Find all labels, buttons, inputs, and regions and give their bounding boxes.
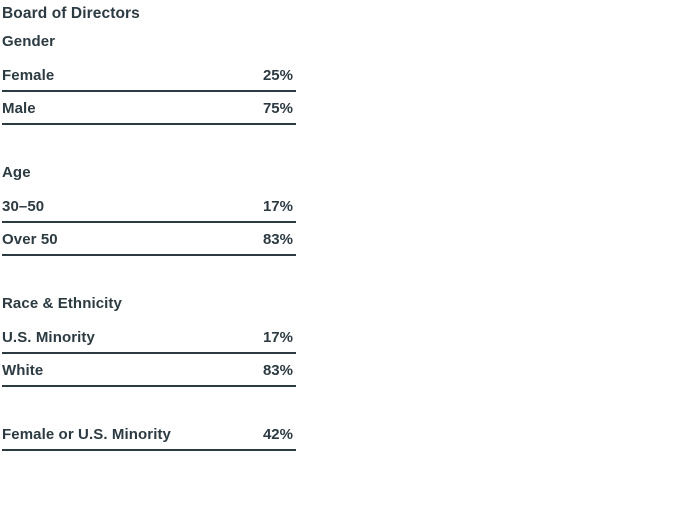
page-title: Board of Directors [2,5,140,22]
row-value: 83% [262,362,293,379]
section-gender: Gender Female 25% Male 75% [2,32,296,125]
table-row: Over 50 83% [2,223,296,256]
table-row: Female or U.S. Minority 42% [2,418,296,451]
section-header-race-ethnicity: Race & Ethnicity [2,295,122,312]
table-row: U.S. Minority 17% [2,321,296,354]
row-value: 17% [262,198,293,215]
row-label: U.S. Minority [2,329,95,346]
table-row: Female 25% [2,59,296,92]
table-row: Male 75% [2,92,296,125]
table-row: White 83% [2,354,296,387]
row-label: Over 50 [2,231,58,248]
row-label: Female or U.S. Minority [2,426,171,443]
row-label: White [2,362,44,379]
row-value: 25% [262,67,293,84]
row-value: 83% [262,231,293,248]
row-label: Male [2,100,36,117]
section-header-age: Age [2,164,31,181]
board-of-directors-table: Board of Directors Gender Female 25% Mal… [0,0,296,451]
section-summary: Female or U.S. Minority 42% [2,418,296,451]
row-value: 75% [262,100,293,117]
row-label: Female [2,67,55,84]
table-row: 30–50 17% [2,190,296,223]
section-race-ethnicity: Race & Ethnicity U.S. Minority 17% White… [2,294,296,387]
section-age: Age 30–50 17% Over 50 83% [2,163,296,256]
section-header-gender: Gender [2,33,56,50]
row-label: 30–50 [2,198,45,215]
row-value: 42% [262,426,293,443]
row-value: 17% [262,329,293,346]
